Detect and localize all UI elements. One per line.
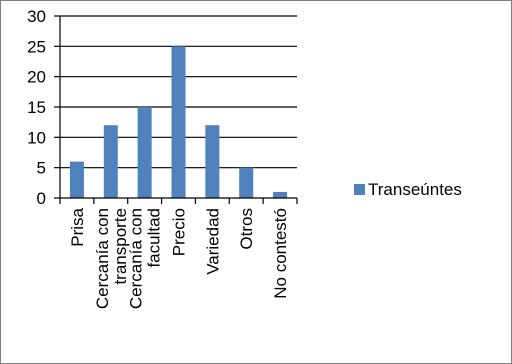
y-tick-labels: 0 5 10 15 20 25 30: [27, 7, 60, 208]
x-tick-label: No contestó: [271, 208, 290, 299]
bar: [205, 125, 220, 198]
bars: [69, 46, 288, 199]
legend-swatch: [354, 184, 365, 195]
y-tick-label: 10: [27, 128, 46, 147]
bar: [273, 191, 288, 198]
bar: [239, 167, 254, 198]
legend-label: Transeúntes: [368, 180, 462, 199]
y-tick-label: 30: [27, 7, 46, 26]
y-tick-label: 20: [27, 68, 46, 87]
legend: Transeúntes: [354, 180, 462, 199]
x-tick-label: Prisa: [68, 207, 87, 246]
x-tick-label: Precio: [170, 208, 189, 256]
bar: [69, 161, 84, 198]
y-tick-label: 15: [27, 98, 46, 117]
x-tick-label: Cercanía confacultad: [127, 208, 164, 309]
x-tick-label: Otros: [237, 208, 256, 250]
bar: [103, 125, 118, 198]
bar: [137, 107, 152, 198]
x-tick-label: Variedad: [203, 208, 222, 275]
bar: [171, 46, 186, 199]
y-tick-label: 0: [37, 189, 46, 208]
y-tick-label: 5: [37, 159, 46, 178]
x-tick-label: Cercanía contransporte: [93, 208, 130, 309]
y-tick-label: 25: [27, 37, 46, 56]
